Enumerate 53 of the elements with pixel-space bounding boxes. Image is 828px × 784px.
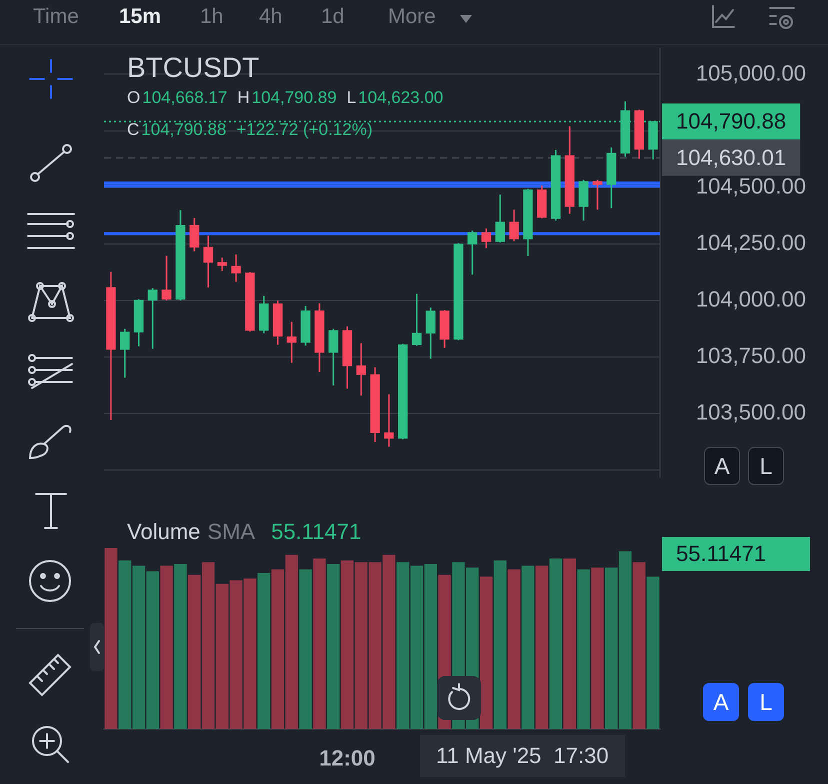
bar — [174, 564, 187, 729]
text: 1h — [200, 5, 224, 29]
annotation: O — [127, 88, 140, 107]
bar — [313, 558, 326, 729]
bar — [646, 576, 660, 729]
annotation: 104,623.00 — [358, 88, 444, 107]
annotation: H — [237, 88, 250, 107]
text: 11 May '25 17:30 — [420, 735, 625, 777]
bar — [327, 564, 340, 729]
text: 1d — [321, 5, 344, 29]
annotation: L — [346, 88, 356, 107]
x-tick-label: 12:00 — [319, 745, 376, 770]
bar — [480, 576, 493, 729]
ref-line-label: 104,630.01 — [676, 144, 786, 170]
y-tick-label: 105,000.00 — [696, 60, 806, 86]
bar — [508, 569, 520, 729]
text: 4h — [259, 5, 282, 29]
bar — [563, 558, 576, 729]
annotation: C — [127, 120, 140, 139]
text: A — [703, 683, 739, 721]
text: SMA — [207, 519, 256, 544]
chart-title: BTCUSDT — [127, 52, 260, 84]
bar — [549, 558, 562, 729]
y-tick-label: 103,750.00 — [696, 342, 806, 368]
text: L — [748, 683, 784, 721]
y-tick-label: 104,500.00 — [696, 173, 806, 198]
ref-line-label: 104,790.88 — [676, 108, 786, 134]
bar — [577, 569, 590, 729]
bar — [104, 548, 118, 729]
bar — [160, 566, 173, 729]
bar — [258, 573, 270, 729]
annotation: +122.72 (+0.12%) — [236, 120, 372, 139]
text: 55.11471 — [662, 537, 810, 571]
text: 55.11471 — [271, 519, 362, 544]
chart-title: Volume — [127, 519, 200, 544]
text: 15m — [119, 5, 162, 29]
annotation: 104,668.17 — [142, 88, 228, 107]
y-tick-label: 104,250.00 — [696, 230, 806, 255]
bar — [536, 566, 548, 729]
annotation: 104,790.88 — [141, 120, 226, 139]
y-tick-label: 103,500.00 — [696, 400, 806, 425]
bar — [522, 566, 534, 729]
bar — [632, 562, 646, 729]
annotation: 104,790.89 — [252, 88, 337, 107]
text: Time — [33, 5, 79, 29]
text: More — [388, 5, 436, 29]
bar — [591, 568, 604, 729]
text: L — [748, 447, 784, 485]
candlestick — [592, 179, 602, 210]
bar — [494, 560, 506, 729]
text: A — [704, 447, 740, 485]
bar — [299, 569, 312, 729]
y-tick-label: 104,000.00 — [696, 286, 806, 312]
